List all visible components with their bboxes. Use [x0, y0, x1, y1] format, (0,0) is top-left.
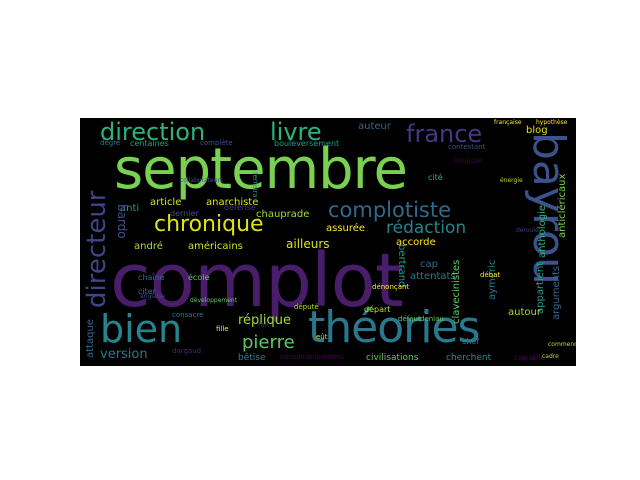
word-deniau: deniau — [420, 315, 444, 323]
word-fait: fait — [258, 321, 270, 329]
word-anthologie: anthologie — [537, 204, 548, 258]
word-energie: énergie — [500, 177, 523, 184]
word-anti: anti — [120, 203, 140, 214]
word-autour: autour — [508, 307, 541, 318]
word-depart: départ — [364, 305, 391, 314]
word-ferreira: ferreira — [251, 172, 259, 198]
word-coulisse: coulisse — [454, 157, 483, 165]
word-chef: chef — [462, 337, 480, 346]
word-deroule: déroulé — [516, 227, 539, 234]
word-direction: direction — [100, 118, 206, 146]
word-blog: blog — [526, 125, 548, 136]
word-chaine: chaîne — [138, 273, 165, 282]
word-livre: livre — [270, 118, 322, 146]
word-contestant: contestant — [448, 143, 486, 151]
word-chauprade: chauprade — [256, 209, 310, 220]
word-ecole: école — [188, 273, 210, 282]
word-developpement: développement — [190, 297, 238, 304]
word-dernier: dernier — [170, 209, 199, 218]
word-bardo: bardo — [115, 204, 129, 239]
word-bete: bêtise — [238, 353, 266, 363]
word-arguments: arguments — [551, 265, 562, 320]
word-citer: citer — [138, 287, 156, 296]
word-capable: capable — [514, 353, 546, 362]
word-complot: complot — [110, 238, 404, 324]
word-clavecinistes: clavecinistes — [451, 259, 462, 324]
word-collaborateurs: collaborateurs — [180, 177, 224, 184]
word-civilisations: civilisations — [366, 353, 419, 363]
word-aymeric: aymeric — [487, 259, 498, 300]
word-commencent: commencent — [548, 341, 576, 348]
word-fille: fille — [216, 325, 229, 333]
word-hypothese: hypothèse — [536, 119, 568, 126]
word-consacre: consacre — [172, 311, 204, 319]
word-article: article — [150, 197, 182, 208]
word-pierre: pierre — [242, 332, 295, 353]
word-defaut: défaut — [398, 315, 421, 323]
word-andre: andré — [134, 241, 163, 252]
word-cap: cap — [420, 259, 438, 270]
word-conspirationnistes: conspirationnistes — [280, 353, 344, 361]
word-france: france — [406, 120, 483, 148]
word-americains: américains — [188, 241, 243, 252]
word-replique: réplique — [238, 313, 292, 328]
word-cite: cité — [428, 173, 443, 182]
word-bien: bien — [100, 307, 183, 351]
word-defense: défense — [224, 203, 256, 212]
word-depute: député — [294, 303, 319, 311]
word-degre: degré — [100, 139, 121, 147]
word-auteur: auteur — [358, 121, 391, 132]
word-anticlericaux: anticléricaux — [557, 173, 568, 238]
word-chronique: chronique — [154, 212, 264, 237]
word-francaise: française — [494, 119, 522, 126]
word-anarchiste: anarchiste — [206, 197, 259, 208]
word-accorde: accorde — [396, 237, 436, 248]
word-complotiste: complotiste — [328, 198, 452, 222]
word-cherchent: cherchent — [446, 353, 492, 363]
word-eut: eût — [316, 333, 328, 341]
word-version: version — [100, 347, 148, 362]
word-centaines: centaines — [130, 139, 169, 148]
word-dargaud: dargaud — [172, 347, 202, 355]
word-anglaise: anglaise — [140, 293, 166, 300]
word-debat: débat — [480, 271, 501, 279]
word-theories: théories — [308, 302, 480, 353]
word-bouleversement: bouleversement — [274, 139, 340, 148]
word-bertrand: bertrand — [396, 244, 407, 288]
word-attaque: attaque — [85, 319, 96, 358]
word-cloud: complot septembre théories bayrou bien d… — [80, 118, 576, 366]
word-complete: complète — [200, 139, 233, 147]
word-directeur: directeur — [82, 190, 112, 309]
word-ailleurs: ailleurs — [286, 237, 330, 251]
word-assuree: assurée — [326, 223, 366, 234]
word-septembre: septembre — [114, 137, 408, 202]
word-cadre: cadre — [542, 353, 559, 360]
word-attentats: attentats — [410, 271, 456, 282]
word-redaction: rédaction — [386, 218, 467, 238]
word-denoncant: dénonçant — [372, 283, 410, 291]
